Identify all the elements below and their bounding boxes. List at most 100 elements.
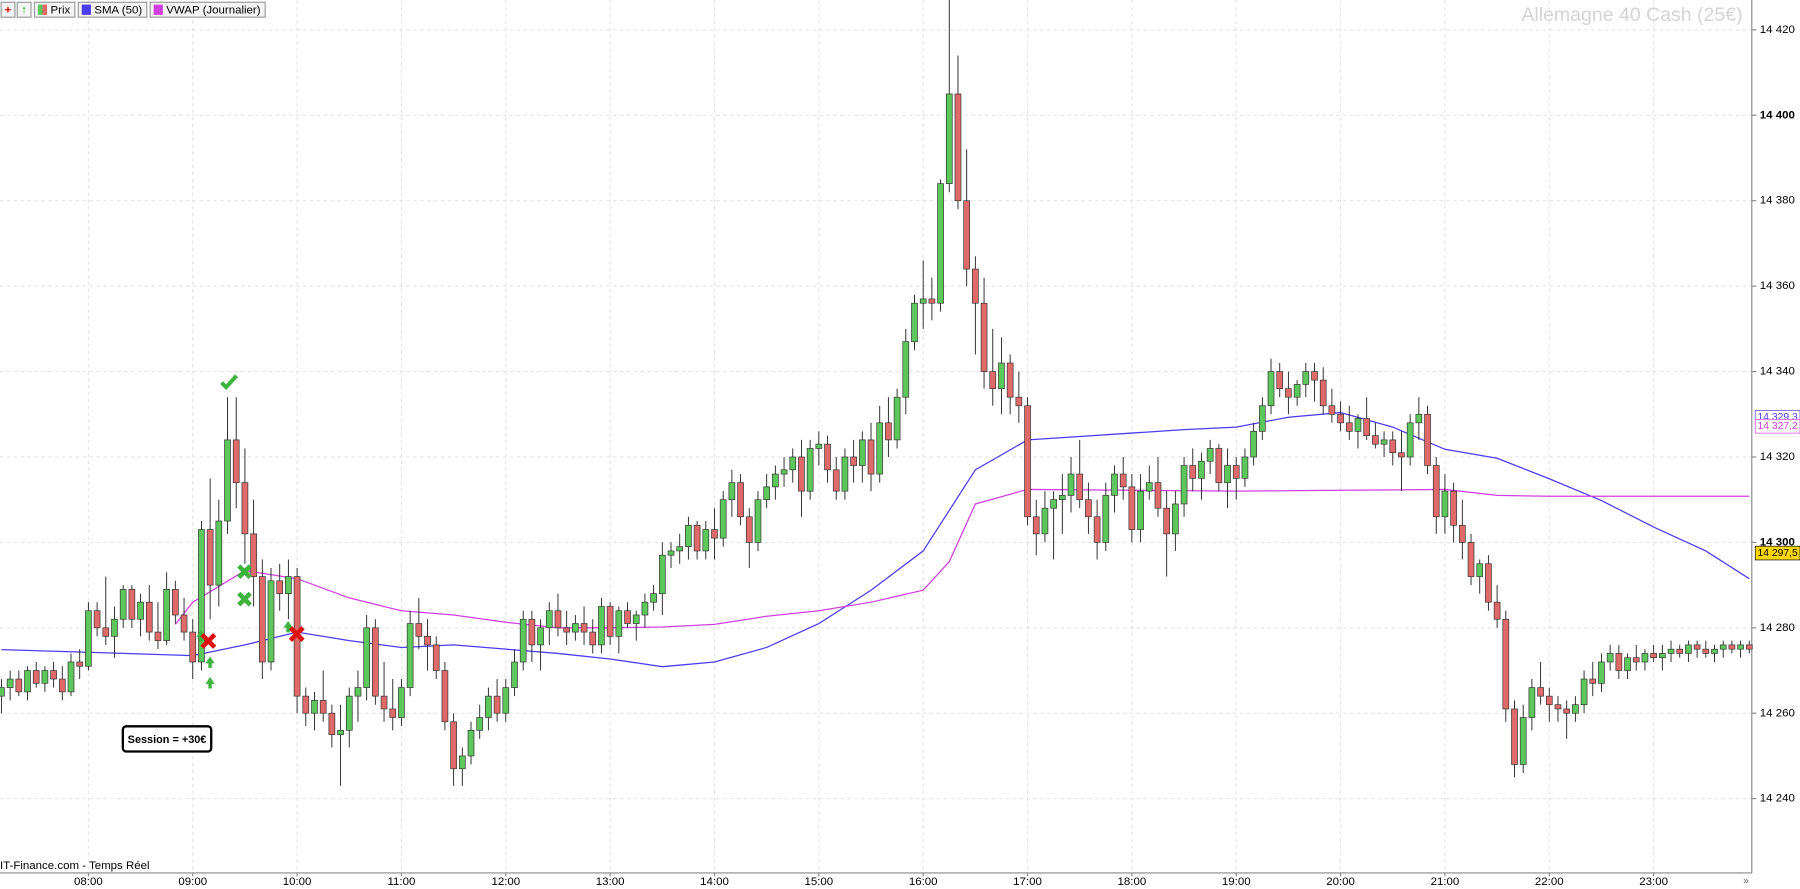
candle-body xyxy=(119,589,127,620)
price-tag-label: 14 329,3 xyxy=(1758,412,1798,423)
candle-body xyxy=(702,529,710,552)
x-tick-label: 13:00 xyxy=(596,876,625,888)
candle-body xyxy=(432,644,440,671)
legend: + ↑ Prix SMA (50) VWAP (Journalier) xyxy=(0,1,266,18)
candle-body xyxy=(1232,465,1240,479)
candle-body xyxy=(1024,405,1031,518)
x-tick-label: 17:00 xyxy=(1013,876,1042,888)
candle-body xyxy=(319,700,327,714)
candle-body xyxy=(1737,644,1744,650)
x-tick-label: 14:00 xyxy=(700,876,729,888)
candle-body xyxy=(1085,499,1092,518)
candle-body xyxy=(789,456,797,471)
candle-body xyxy=(267,580,275,663)
candle-body xyxy=(1180,465,1188,505)
candle-body xyxy=(1563,708,1571,714)
candle-body xyxy=(606,606,614,637)
candle-body xyxy=(1693,644,1701,650)
candle-body xyxy=(954,93,962,202)
x-tick-label: 15:00 xyxy=(804,876,833,888)
candle-body xyxy=(850,456,857,466)
candle-body xyxy=(1398,452,1405,458)
candle-body xyxy=(1032,516,1040,535)
y-tick-label: 14 280 xyxy=(1760,622,1795,634)
legend-items: Prix SMA (50) VWAP (Journalier) xyxy=(33,1,266,18)
candle-body xyxy=(919,298,927,304)
x-tick-label: 16:00 xyxy=(909,876,938,888)
candle-body xyxy=(1424,413,1431,466)
candle-body xyxy=(172,589,179,616)
candle-body xyxy=(0,687,5,697)
candle-body xyxy=(685,524,692,548)
check-marker xyxy=(220,374,238,391)
candle-body xyxy=(754,499,762,543)
candle-body xyxy=(1450,490,1457,526)
x-tick-label: 11:00 xyxy=(388,876,416,888)
candle-body xyxy=(1632,657,1640,663)
candle-body xyxy=(1502,618,1510,710)
candle-body xyxy=(1380,439,1388,445)
candle-body xyxy=(406,623,414,688)
candle-body xyxy=(1598,661,1605,684)
candle-body xyxy=(1659,653,1666,659)
candle-body xyxy=(50,670,57,680)
candle-body xyxy=(624,610,631,624)
candle-body xyxy=(902,341,910,398)
candle-body xyxy=(1041,507,1049,535)
y-tick-label: 14 320 xyxy=(1760,451,1795,463)
candle-body xyxy=(1328,405,1336,415)
candle-body xyxy=(1258,405,1266,432)
candle-body xyxy=(1345,422,1353,432)
candle-body xyxy=(485,695,492,718)
candle-body xyxy=(1267,371,1275,407)
candle-body xyxy=(1206,448,1214,462)
candle-body xyxy=(1711,648,1718,654)
candle-body xyxy=(467,729,475,757)
candle-body xyxy=(711,529,718,539)
candle-body xyxy=(1519,717,1527,765)
candle-body xyxy=(1528,687,1536,718)
candle-body xyxy=(1545,695,1553,706)
legend-swatch xyxy=(42,4,48,15)
candle-body xyxy=(1119,473,1127,488)
candle-body xyxy=(589,631,597,646)
candle-body xyxy=(545,610,553,629)
candle-body xyxy=(1293,384,1301,398)
legend-item: Prix xyxy=(33,1,76,18)
candle-body xyxy=(998,362,1005,389)
candle-body xyxy=(372,627,379,697)
candle-body xyxy=(1224,465,1231,483)
candle-body xyxy=(1589,678,1597,684)
candle-body xyxy=(1406,422,1414,458)
candle-body xyxy=(1389,439,1397,454)
candle-body xyxy=(945,93,953,184)
candle-body xyxy=(989,371,997,389)
price-tag xyxy=(1754,545,1800,561)
candle-body xyxy=(1415,413,1423,424)
candle-body xyxy=(502,687,510,714)
candle-body xyxy=(1172,503,1179,535)
candle-body xyxy=(745,516,753,543)
candle-body xyxy=(693,524,701,552)
scroll-icon[interactable]: » xyxy=(1743,876,1749,887)
candle-body xyxy=(67,661,75,693)
candle-body xyxy=(1476,563,1484,577)
plot xyxy=(0,0,1753,786)
candle-body xyxy=(867,439,875,475)
candle-body xyxy=(1006,362,1014,398)
candle-body xyxy=(972,268,979,304)
legend-button[interactable] xyxy=(16,1,32,18)
candle-body xyxy=(937,183,944,304)
candle-body xyxy=(276,580,284,594)
candle-body xyxy=(458,755,466,770)
grid xyxy=(0,0,1752,873)
x-tick-label: 22:00 xyxy=(1535,876,1564,888)
legend-button[interactable] xyxy=(0,1,16,18)
candle-body xyxy=(876,422,884,475)
candle-body xyxy=(415,623,423,637)
candle-body xyxy=(1137,490,1144,530)
candle-body xyxy=(345,695,353,731)
candle-body xyxy=(1198,460,1205,479)
buy-arrow xyxy=(283,620,293,633)
candle-body xyxy=(128,589,136,620)
